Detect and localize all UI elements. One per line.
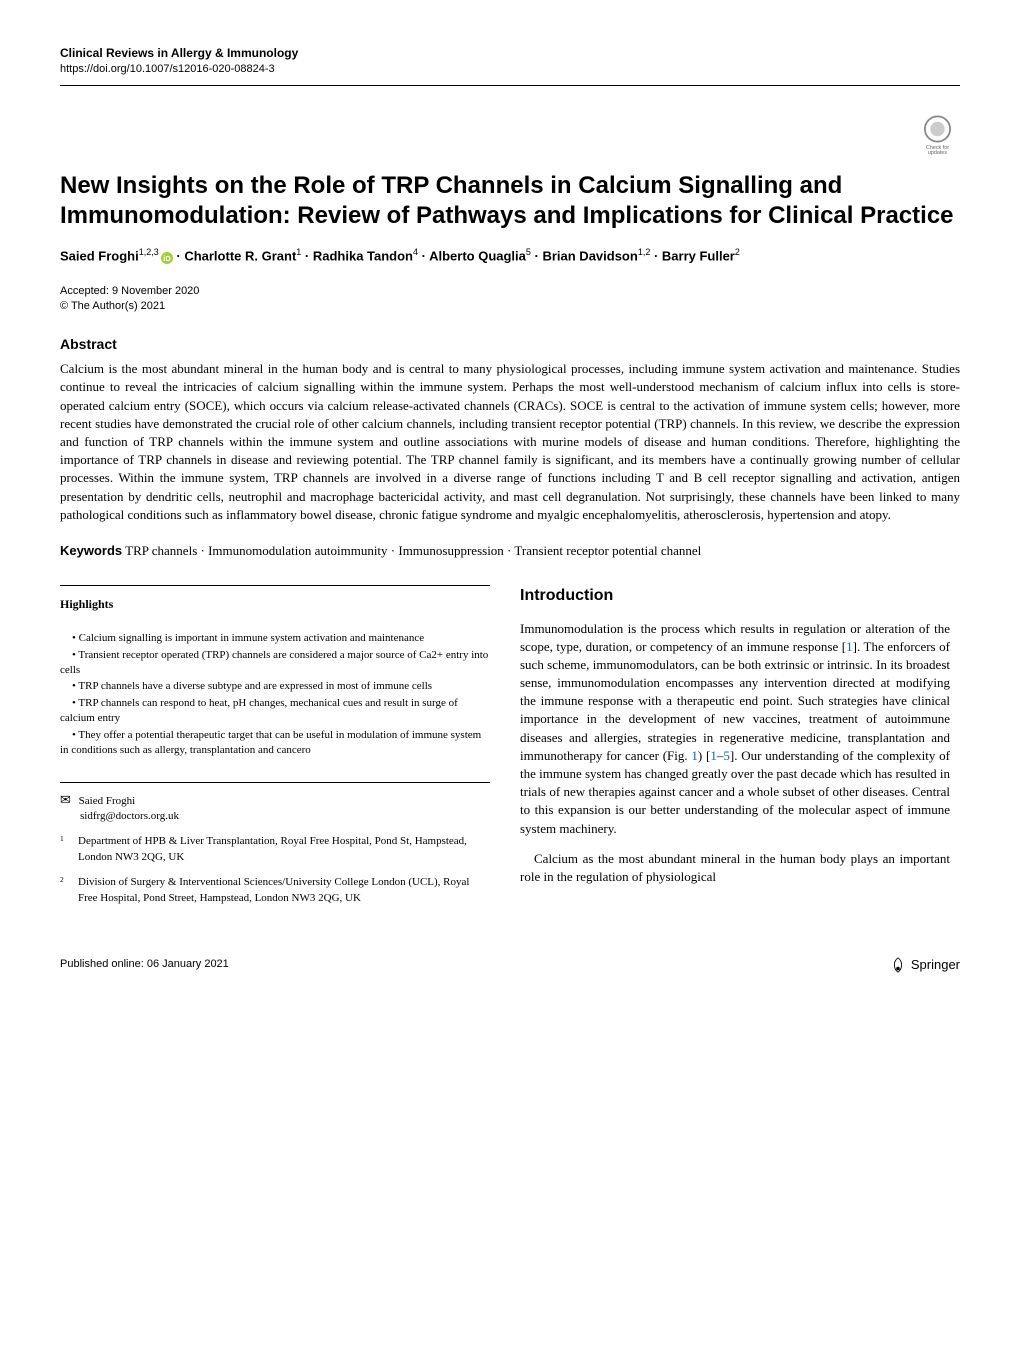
highlight-item: • TRP channels can respond to heat, pH c… — [60, 696, 490, 726]
abstract-text: Calcium is the most abundant mineral in … — [60, 360, 960, 524]
author-name: · Charlotte R. Grant — [173, 249, 297, 264]
author-name: Saied Froghi — [60, 249, 139, 264]
published-online-date: Published online: 06 January 2021 — [60, 957, 229, 972]
highlight-item: • They offer a potential therapeutic tar… — [60, 728, 490, 758]
keywords-label: Keywords — [60, 543, 122, 558]
introduction-heading: Introduction — [520, 585, 950, 607]
orcid-icon[interactable]: iD — [161, 251, 173, 263]
author-name: · Alberto Quaglia — [418, 249, 526, 264]
copyright-line: © The Author(s) 2021 — [60, 299, 960, 314]
doi-link[interactable]: https://doi.org/10.1007/s12016-020-08824… — [60, 62, 298, 77]
publisher-logo: Springer — [889, 956, 960, 974]
corresponding-author-name: Saied Froghi — [79, 795, 136, 807]
svg-text:updates: updates — [928, 150, 947, 156]
author-name: · Brian Davidson — [531, 249, 638, 264]
keywords-text: TRP channels · Immunomodulation autoimmu… — [125, 543, 701, 558]
author-name: · Radhika Tandon — [301, 249, 413, 264]
introduction-paragraph: Calcium as the most abundant mineral in … — [520, 850, 950, 886]
author-name: · Barry Fuller — [650, 249, 735, 264]
highlight-item: • TRP channels have a diverse subtype an… — [60, 679, 490, 694]
affiliation-number: 2 — [60, 875, 78, 906]
highlights-heading: Highlights — [60, 596, 490, 613]
author-affil-sup: 1,2 — [638, 247, 651, 257]
author-affil-sup: 2 — [735, 247, 740, 257]
crossmark-badge[interactable]: Check for updates — [60, 111, 960, 161]
authors-line: Saied Froghi1,2,3 iD · Charlotte R. Grant… — [60, 246, 960, 266]
highlight-item: • Transient receptor operated (TRP) chan… — [60, 648, 490, 678]
article-title: New Insights on the Role of TRP Channels… — [60, 171, 960, 231]
abstract-heading: Abstract — [60, 335, 960, 355]
header-divider — [60, 85, 960, 86]
affiliation-text: Division of Surgery & Interventional Sci… — [78, 875, 490, 906]
journal-name: Clinical Reviews in Allergy & Immunology — [60, 45, 298, 62]
citation-link[interactable]: 1 — [710, 748, 717, 763]
envelope-icon: ✉ — [60, 792, 71, 807]
affiliation-text: Department of HPB & Liver Transplantatio… — [78, 834, 490, 865]
svg-text:iD: iD — [163, 254, 171, 263]
highlight-item: • Calcium signalling is important in imm… — [60, 631, 490, 646]
author-affil-sup: 1,2,3 — [139, 247, 159, 257]
springer-icon — [889, 956, 907, 974]
corresponding-author-email[interactable]: sidfrg@doctors.org.uk — [80, 810, 179, 822]
introduction-paragraph: Immunomodulation is the process which re… — [520, 620, 950, 838]
accepted-date: Accepted: 9 November 2020 — [60, 284, 960, 299]
affiliation-number: 1 — [60, 834, 78, 865]
